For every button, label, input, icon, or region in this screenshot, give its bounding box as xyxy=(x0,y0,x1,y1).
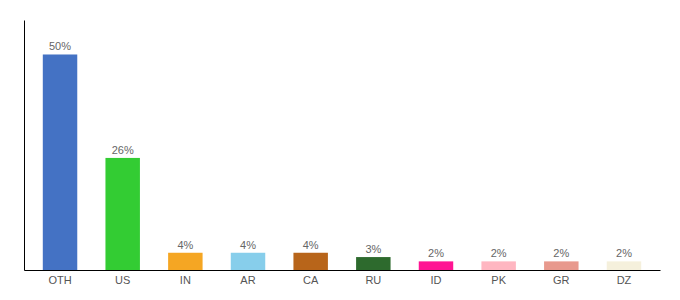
bar xyxy=(419,261,453,270)
bars xyxy=(43,54,641,270)
bar xyxy=(607,261,641,270)
data-label: 2% xyxy=(491,247,507,259)
data-label: 4% xyxy=(177,239,193,251)
data-label: 2% xyxy=(553,247,569,259)
x-tick-label: AR xyxy=(240,274,255,286)
data-label: 50% xyxy=(49,40,71,52)
bar xyxy=(231,253,265,270)
plot-area: 50% 26% 4% 4% 4% 3% 2% 2% 2% 2% OTH US IN AR CA RU ID PK G… xyxy=(25,21,661,286)
x-tick: CA xyxy=(303,274,319,286)
bar xyxy=(168,253,202,270)
x-tick-label: GR xyxy=(553,274,570,286)
x-tick-label: IN xyxy=(180,274,191,286)
y-axis-line xyxy=(24,21,25,271)
x-tick-label: RU xyxy=(365,274,381,286)
bar xyxy=(544,261,578,270)
bar xyxy=(293,253,327,270)
data-label: 26% xyxy=(112,144,134,156)
x-axis-line xyxy=(25,270,661,271)
chart: 50% 26% 4% 4% 4% 3% 2% 2% 2% 2% OTH US IN AR CA RU ID PK G… xyxy=(0,0,680,300)
x-tick-label: DZ xyxy=(617,274,632,286)
x-tick-label: ID xyxy=(430,274,441,286)
x-tick: AR xyxy=(240,274,255,286)
x-tick: GR xyxy=(553,274,570,286)
x-tick: OTH xyxy=(48,274,71,286)
y-axis xyxy=(24,21,25,271)
x-tick-label: CA xyxy=(303,274,319,286)
data-labels: 50% 26% 4% 4% 4% 3% 2% 2% 2% 2% xyxy=(49,40,632,259)
x-tick-label: US xyxy=(115,274,130,286)
x-tick: PK xyxy=(491,274,506,286)
bar xyxy=(43,54,77,270)
bar xyxy=(105,158,139,270)
x-tick: ID xyxy=(430,274,441,286)
x-tick: DZ xyxy=(617,274,632,286)
data-label: 2% xyxy=(428,247,444,259)
data-label: 3% xyxy=(365,243,381,255)
x-tick: IN xyxy=(180,274,191,286)
data-label: 4% xyxy=(240,239,256,251)
data-label: 4% xyxy=(303,239,319,251)
bar xyxy=(481,261,515,270)
bar xyxy=(356,257,390,270)
chart-container: 50% 26% 4% 4% 4% 3% 2% 2% 2% 2% OTH US IN AR CA RU ID PK G… xyxy=(0,0,680,300)
x-tick-label: PK xyxy=(491,274,506,286)
x-tick-label: OTH xyxy=(48,274,71,286)
x-tick: US xyxy=(115,274,130,286)
x-tick: RU xyxy=(365,274,381,286)
x-axis: OTH US IN AR CA RU ID PK GR DZ xyxy=(25,271,661,286)
data-label: 2% xyxy=(616,247,632,259)
